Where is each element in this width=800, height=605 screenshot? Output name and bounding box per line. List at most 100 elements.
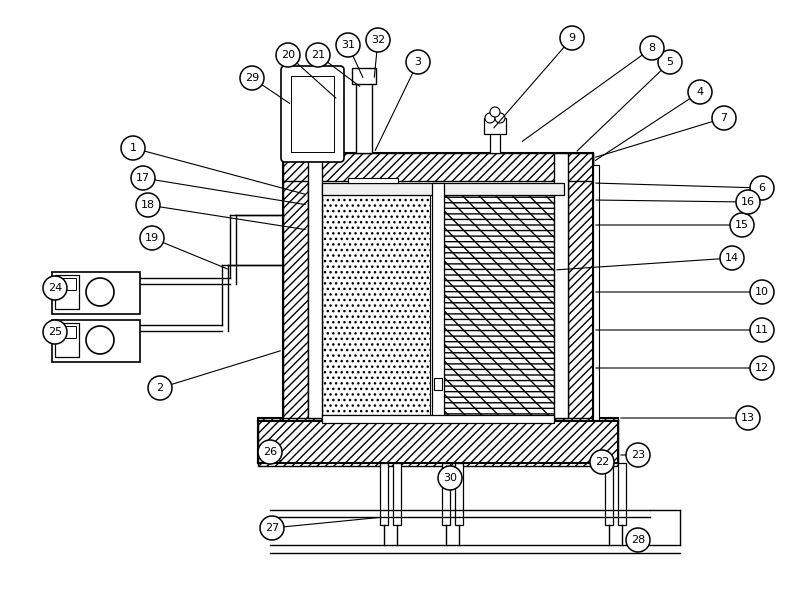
Text: 5: 5	[666, 57, 674, 67]
Text: 15: 15	[735, 220, 749, 230]
Bar	[322, 195, 430, 415]
Bar	[283, 153, 593, 181]
Bar	[283, 153, 308, 421]
Bar	[52, 272, 140, 314]
Circle shape	[258, 440, 282, 464]
Bar	[348, 178, 398, 183]
Circle shape	[438, 466, 462, 490]
Bar	[283, 153, 308, 421]
Circle shape	[240, 66, 264, 90]
Circle shape	[736, 190, 760, 214]
Circle shape	[86, 326, 114, 354]
Circle shape	[626, 528, 650, 552]
Circle shape	[750, 176, 774, 200]
Text: 22: 22	[595, 457, 609, 467]
Text: 26: 26	[263, 447, 277, 457]
Text: 9: 9	[569, 33, 575, 43]
Bar	[554, 153, 568, 418]
Text: 4: 4	[697, 87, 703, 97]
Circle shape	[136, 193, 160, 217]
Circle shape	[658, 50, 682, 74]
Bar	[58, 278, 76, 290]
Bar	[593, 165, 599, 420]
Bar	[380, 463, 388, 525]
Bar	[52, 320, 140, 362]
Text: 14: 14	[725, 253, 739, 263]
Text: 3: 3	[414, 57, 422, 67]
Bar	[283, 153, 593, 181]
Circle shape	[750, 318, 774, 342]
Bar	[58, 326, 76, 338]
Text: 11: 11	[755, 325, 769, 335]
Circle shape	[590, 450, 614, 474]
Circle shape	[560, 26, 584, 50]
Bar	[322, 183, 564, 195]
Text: 30: 30	[443, 473, 457, 483]
Text: 16: 16	[741, 197, 755, 207]
Circle shape	[43, 320, 67, 344]
Circle shape	[140, 226, 164, 250]
Text: 32: 32	[371, 35, 385, 45]
Circle shape	[43, 276, 67, 300]
Circle shape	[626, 443, 650, 467]
Circle shape	[640, 36, 664, 60]
Bar	[308, 153, 322, 418]
Circle shape	[336, 33, 360, 57]
Circle shape	[148, 376, 172, 400]
Text: 20: 20	[281, 50, 295, 60]
Bar	[55, 323, 79, 357]
Circle shape	[131, 166, 155, 190]
Text: 18: 18	[141, 200, 155, 210]
Text: 23: 23	[631, 450, 645, 460]
Bar	[356, 78, 372, 153]
Text: 7: 7	[721, 113, 727, 123]
Circle shape	[688, 80, 712, 104]
Text: 28: 28	[631, 535, 645, 545]
Text: 12: 12	[755, 363, 769, 373]
FancyBboxPatch shape	[281, 66, 344, 162]
Text: 1: 1	[130, 143, 137, 153]
Bar	[322, 415, 554, 423]
Circle shape	[720, 246, 744, 270]
Bar	[432, 183, 444, 418]
Bar	[393, 463, 401, 525]
Text: 17: 17	[136, 173, 150, 183]
Circle shape	[750, 280, 774, 304]
Bar	[352, 68, 376, 84]
Bar	[444, 195, 554, 415]
Bar	[434, 378, 442, 390]
Circle shape	[260, 516, 284, 540]
Bar	[484, 118, 506, 134]
Circle shape	[485, 113, 495, 123]
Text: 13: 13	[741, 413, 755, 423]
Circle shape	[366, 28, 390, 52]
Text: 27: 27	[265, 523, 279, 533]
Bar	[618, 463, 626, 525]
Bar	[455, 463, 463, 525]
Bar	[442, 463, 450, 525]
Bar	[490, 128, 500, 153]
Circle shape	[712, 106, 736, 130]
Bar	[291, 76, 334, 152]
Bar	[605, 463, 613, 525]
Text: 21: 21	[311, 50, 325, 60]
Text: 19: 19	[145, 233, 159, 243]
Text: 2: 2	[157, 383, 163, 393]
Bar	[258, 418, 618, 466]
Circle shape	[736, 406, 760, 430]
Circle shape	[490, 107, 500, 117]
Text: 24: 24	[48, 283, 62, 293]
Circle shape	[121, 136, 145, 160]
Circle shape	[730, 213, 754, 237]
Circle shape	[495, 113, 505, 123]
Circle shape	[750, 356, 774, 380]
Text: 31: 31	[341, 40, 355, 50]
Circle shape	[276, 43, 300, 67]
Text: 6: 6	[758, 183, 766, 193]
Bar	[258, 418, 618, 463]
Bar	[308, 178, 570, 418]
Circle shape	[406, 50, 430, 74]
Text: 29: 29	[245, 73, 259, 83]
Bar	[568, 153, 593, 421]
Text: 25: 25	[48, 327, 62, 337]
